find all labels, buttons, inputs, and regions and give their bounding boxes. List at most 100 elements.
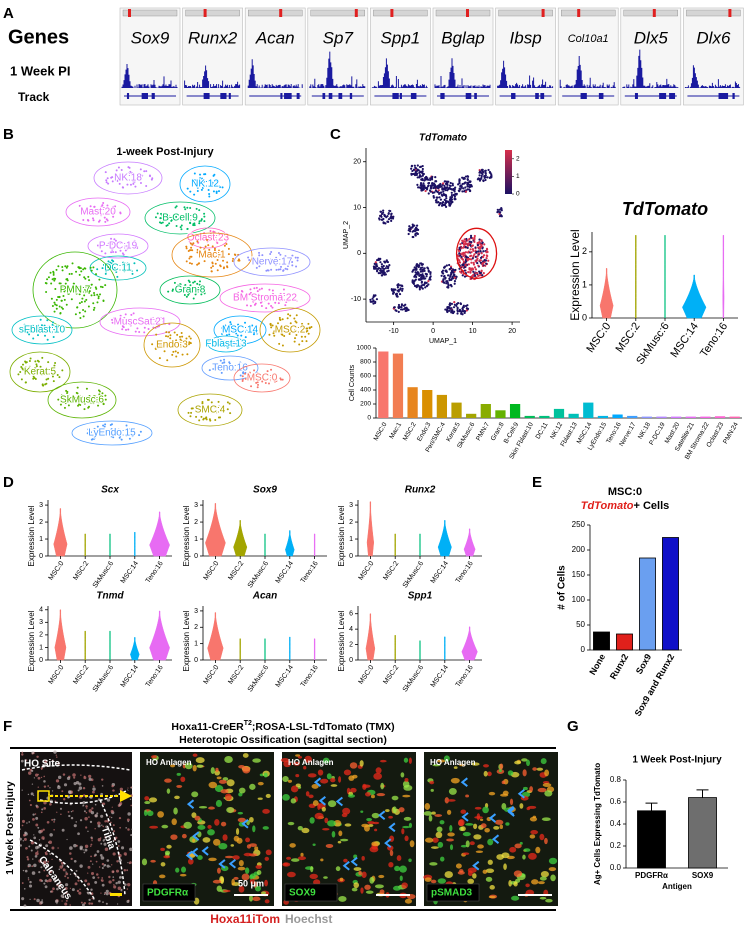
cell-signal <box>288 822 295 825</box>
cell-point <box>480 177 482 179</box>
cell-signal <box>263 826 269 830</box>
cell-point <box>387 213 389 215</box>
bar <box>662 538 678 651</box>
ideogram <box>373 10 427 16</box>
tissue-dot <box>35 823 38 826</box>
cell-point <box>61 307 63 309</box>
cell-signal <box>340 839 348 842</box>
cell-point <box>186 260 188 262</box>
tissue-dot <box>78 782 81 785</box>
tissue-dot <box>41 808 43 810</box>
x-tick-label: MSC:14 <box>120 664 140 689</box>
cell-point <box>232 260 234 262</box>
cell-point <box>91 439 93 441</box>
cell-point <box>50 282 52 284</box>
cell-point <box>286 268 288 270</box>
tissue-dot <box>41 899 43 901</box>
tissue-dot <box>51 859 52 860</box>
cell-signal <box>238 765 245 769</box>
x-tick-label: MSC:0 <box>203 560 221 582</box>
cell-point <box>400 308 402 310</box>
cell-signal <box>213 880 221 884</box>
x-tick-label: DC:11 <box>535 421 550 440</box>
colorbar <box>505 150 512 194</box>
cell-point <box>376 265 378 267</box>
cell-point <box>98 279 100 281</box>
cell-point <box>458 252 460 254</box>
cell-signal <box>404 836 408 842</box>
cell-point <box>442 279 444 281</box>
cell-point <box>198 419 200 421</box>
stain-label: pSMAD3 <box>431 888 473 899</box>
cell-signal <box>360 760 364 767</box>
cell-point <box>454 277 456 279</box>
cell-signal <box>508 770 513 775</box>
bar <box>612 415 622 419</box>
tissue-dot <box>121 846 124 849</box>
violin <box>723 235 724 318</box>
tissue-dot <box>28 845 30 847</box>
y-tick-label: 3 <box>194 502 198 509</box>
tissue-dot <box>46 851 47 852</box>
cell-point <box>223 267 225 269</box>
cell-point <box>111 176 113 178</box>
cell-point <box>421 264 423 266</box>
cell-point <box>416 184 418 186</box>
cell-point <box>417 164 419 166</box>
cell-point <box>438 196 440 198</box>
y-tick-label: 2 <box>194 624 198 631</box>
cell-point <box>387 267 389 269</box>
cell-signal <box>332 831 336 838</box>
cell-signal <box>320 779 328 784</box>
cell-point <box>180 228 182 230</box>
exon <box>229 93 231 99</box>
y-tick-label: 0 <box>39 657 43 664</box>
cell-signal <box>367 821 374 824</box>
y-tick-label: 1 <box>194 536 198 543</box>
cell-point <box>184 208 186 210</box>
cell-point <box>138 331 140 333</box>
tissue-dot <box>112 870 115 873</box>
cell-point <box>473 253 475 255</box>
cell-point <box>472 271 474 273</box>
cell-point <box>271 307 273 309</box>
cell-signal <box>449 788 457 795</box>
cell-point <box>481 252 483 254</box>
x-tick-label: Teno:16 <box>300 664 320 689</box>
cell-point <box>381 263 383 265</box>
cell-signal <box>258 798 263 800</box>
bar <box>642 417 652 418</box>
cell-point <box>397 306 399 308</box>
cell-point <box>287 313 289 315</box>
cluster-label: LyEndo:15 <box>88 428 136 439</box>
tissue-dot <box>84 852 86 854</box>
x-tick-label: Teno:16 <box>455 560 475 585</box>
cell-point <box>449 274 451 276</box>
violin <box>462 627 478 660</box>
cell-point <box>461 258 463 260</box>
x-tick-label: Teno:16 <box>145 560 165 585</box>
cell-point <box>279 254 281 256</box>
tissue-dot <box>102 867 104 869</box>
cell-point <box>458 182 460 184</box>
cell-signal <box>238 812 243 815</box>
cell-signal <box>239 860 244 866</box>
y-axis-label: Expression Level <box>337 610 346 671</box>
cell-point <box>229 412 231 414</box>
cell-point <box>474 266 476 268</box>
cell-point <box>250 385 252 387</box>
cell-signal <box>361 871 366 878</box>
cell-point <box>459 243 461 245</box>
exon <box>224 93 226 99</box>
cell-point <box>413 269 415 271</box>
cell-point <box>479 250 481 252</box>
cell-point <box>125 329 127 331</box>
plot-title: MSC:0 <box>608 486 642 498</box>
cell-point <box>222 186 224 188</box>
tissue-dot <box>87 873 88 874</box>
cell-point <box>470 255 472 257</box>
row-label: 1 Week PI <box>10 63 70 78</box>
bar <box>510 404 520 418</box>
cell-point <box>444 199 446 201</box>
cell-point <box>93 307 95 309</box>
